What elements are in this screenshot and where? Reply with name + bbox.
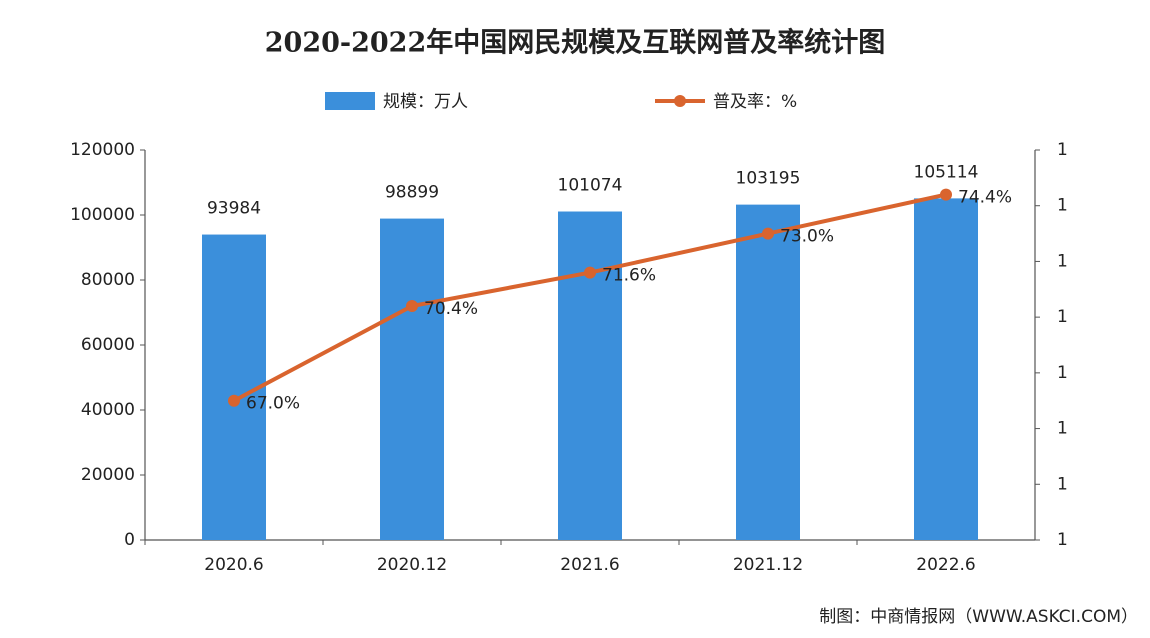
y-tick-label: 60000	[81, 335, 135, 355]
y2-tick-label: 1	[1057, 530, 1068, 550]
y2-tick-label: 1	[1057, 474, 1068, 494]
line-value-label: 70.4%	[424, 299, 478, 319]
y2-tick-label: 1	[1057, 307, 1068, 327]
bar-value-label: 93984	[207, 199, 261, 219]
x-tick-label: 2020.6	[204, 555, 263, 575]
y2-tick-label: 1	[1057, 196, 1068, 216]
y-tick-label: 40000	[81, 400, 135, 420]
legend-label: 普及率：%	[713, 92, 797, 112]
y2-tick-label: 1	[1057, 140, 1068, 160]
line-marker	[228, 394, 240, 407]
line-marker	[406, 300, 418, 312]
bar	[380, 218, 444, 540]
line-marker	[940, 188, 952, 201]
legend-marker	[674, 95, 686, 107]
y-tick-label: 0	[124, 530, 135, 550]
x-tick-label: 2022.6	[916, 555, 975, 575]
line-value-label: 71.6%	[602, 266, 656, 286]
legend-label: 规模：万人	[383, 92, 468, 112]
y-tick-label: 20000	[81, 465, 135, 485]
y-tick-label: 120000	[70, 140, 135, 160]
line-marker	[584, 266, 596, 279]
bar	[736, 204, 800, 540]
x-tick-label: 2021.6	[560, 555, 619, 575]
x-tick-label: 2021.12	[733, 555, 803, 575]
line-value-label: 67.0%	[246, 394, 300, 414]
line-value-label: 74.4%	[958, 188, 1012, 208]
bar	[914, 198, 978, 540]
x-tick-label: 2020.12	[377, 555, 447, 575]
source-note: 制图：中商情报网（WWW.ASKCI.COM）	[819, 607, 1138, 627]
line-marker	[762, 227, 774, 240]
bar	[558, 211, 622, 540]
bar-value-label: 105114	[914, 162, 979, 182]
chart-title: 2020-2022年中国网民规模及互联网普及率统计图	[265, 27, 886, 59]
y-tick-label: 100000	[70, 205, 135, 225]
y2-tick-label: 1	[1057, 363, 1068, 383]
bar-value-label: 101074	[558, 176, 623, 196]
legend-swatch	[325, 92, 375, 110]
bar-value-label: 103195	[736, 169, 801, 189]
y-tick-label: 80000	[81, 270, 135, 290]
bar-value-label: 98899	[385, 183, 439, 203]
y2-tick-label: 1	[1057, 251, 1068, 271]
line-value-label: 73.0%	[780, 227, 834, 247]
y2-tick-label: 1	[1057, 419, 1068, 439]
